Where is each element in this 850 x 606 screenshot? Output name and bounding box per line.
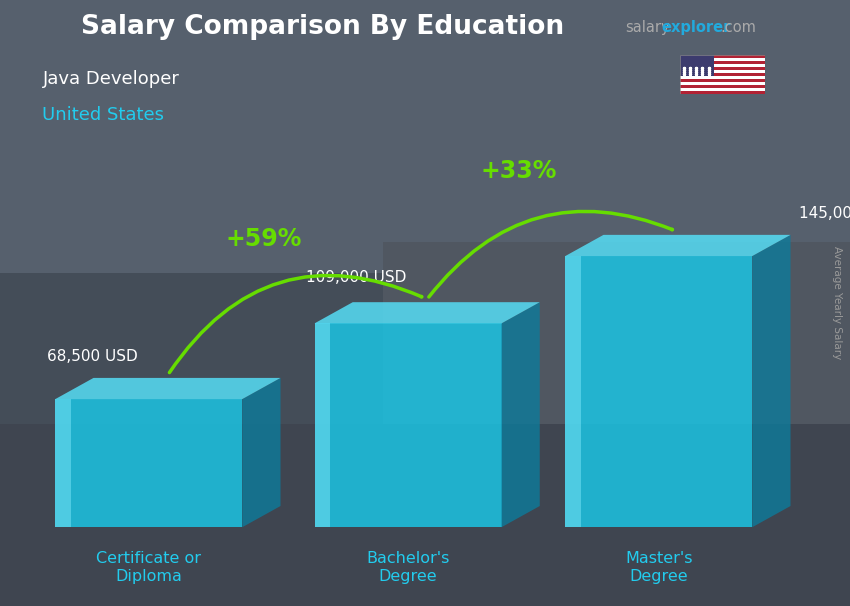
Bar [382, 242, 850, 454]
Bar [680, 55, 714, 76]
Text: 145,000 USD: 145,000 USD [799, 206, 850, 221]
Text: +33%: +33% [480, 159, 557, 183]
Bar [680, 64, 765, 67]
Text: +59%: +59% [225, 227, 302, 250]
Text: salary: salary [625, 20, 670, 35]
Text: 68,500 USD: 68,500 USD [47, 349, 138, 364]
Bar [680, 58, 765, 61]
Text: United States: United States [42, 106, 165, 124]
Text: Average Yearly Salary: Average Yearly Salary [832, 247, 842, 359]
Polygon shape [242, 378, 280, 527]
Bar [680, 67, 765, 70]
Text: .com: .com [721, 20, 756, 35]
Bar [680, 88, 765, 91]
Bar [680, 91, 765, 94]
Polygon shape [314, 324, 502, 527]
Polygon shape [565, 235, 790, 256]
Polygon shape [314, 324, 330, 527]
Bar [0, 273, 382, 424]
Polygon shape [55, 378, 280, 399]
Bar [0, 424, 850, 606]
Bar [680, 82, 765, 85]
Text: Master's
Degree: Master's Degree [625, 551, 693, 584]
FancyArrowPatch shape [169, 275, 422, 373]
Bar [680, 70, 765, 73]
Bar [680, 73, 765, 76]
Polygon shape [565, 256, 581, 527]
FancyArrowPatch shape [429, 211, 672, 297]
Polygon shape [502, 302, 540, 527]
Text: Salary Comparison By Education: Salary Comparison By Education [82, 15, 564, 40]
Bar [680, 61, 765, 64]
Text: Certificate or
Diploma: Certificate or Diploma [96, 551, 201, 584]
Text: explorer: explorer [661, 20, 731, 35]
Bar [0, 0, 850, 273]
Text: Bachelor's
Degree: Bachelor's Degree [366, 551, 450, 584]
Polygon shape [55, 399, 242, 527]
Bar [680, 79, 765, 82]
Text: 109,000 USD: 109,000 USD [306, 270, 406, 285]
Polygon shape [314, 302, 540, 324]
Polygon shape [55, 399, 71, 527]
Bar [680, 76, 765, 79]
Text: Java Developer: Java Developer [42, 70, 179, 88]
Bar [680, 55, 765, 58]
Bar [680, 85, 765, 88]
Polygon shape [565, 256, 752, 527]
Polygon shape [752, 235, 790, 527]
